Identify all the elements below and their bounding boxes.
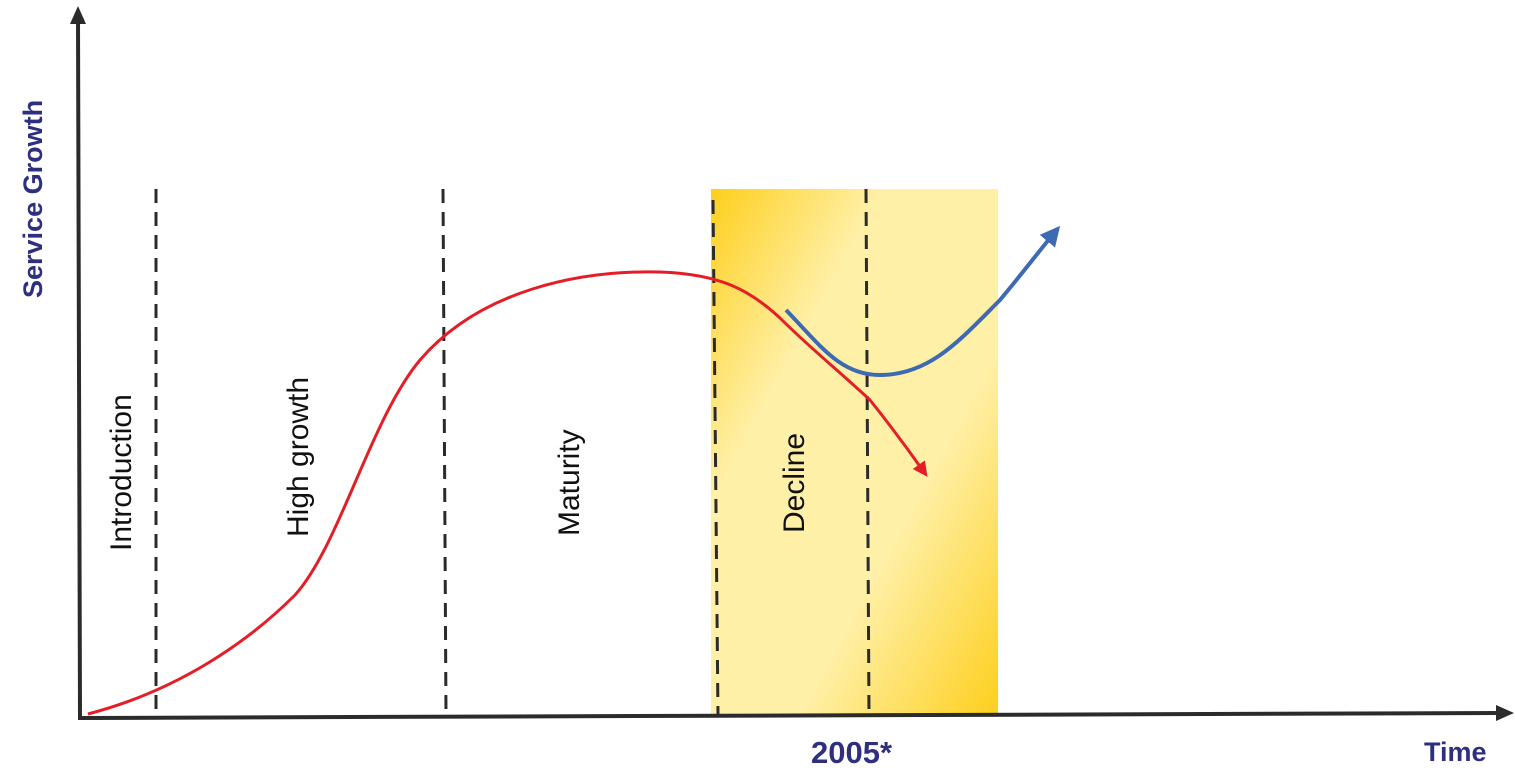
y-axis-label: Service Growth (18, 100, 48, 298)
stage-label-introduction: Introduction (105, 394, 138, 551)
y-axis (76, 17, 82, 719)
decline-curve (87, 270, 928, 716)
stage-label-high-growth: High growth (282, 377, 315, 537)
stage-divider-3 (711, 199, 720, 717)
x-axis-arrowhead (1496, 705, 1514, 721)
renewal-curve (784, 225, 1061, 378)
y-axis-arrowhead (70, 6, 86, 24)
stage-divider-4 (864, 188, 871, 717)
highlight-year-label: 2005* (811, 735, 893, 770)
stage-label-maturity: Maturity (553, 429, 586, 536)
x-axis-label: Time (1424, 737, 1487, 767)
stage-label-decline: Decline (778, 433, 811, 533)
x-axis (77, 711, 1501, 720)
stage-divider-2 (441, 188, 448, 717)
decline-highlight-band (711, 189, 998, 716)
